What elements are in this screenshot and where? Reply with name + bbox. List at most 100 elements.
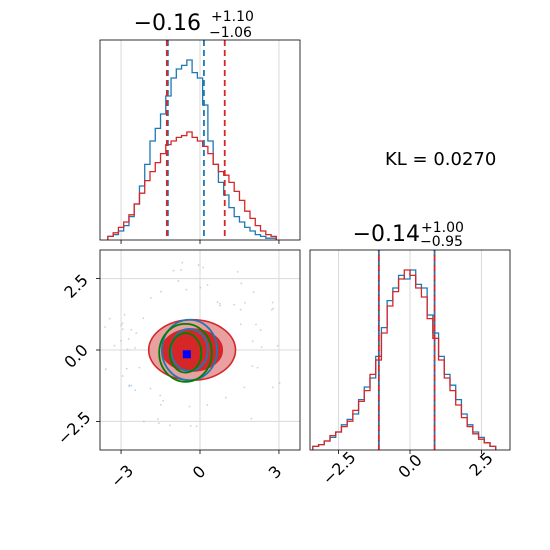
marginal-y-grid <box>338 250 482 450</box>
joint-sample-point-66 <box>149 387 152 390</box>
joint-sample-point-21 <box>272 307 275 310</box>
joint-sample-point-6 <box>159 394 162 397</box>
joint-scatter-points <box>104 261 281 428</box>
joint-contour-blue-1 <box>170 328 209 372</box>
joint-sample-point-55 <box>202 266 205 269</box>
joint-sample-point-60 <box>134 347 136 349</box>
joint-sample-point-9 <box>121 375 124 377</box>
joint-sample-point-28 <box>259 329 262 332</box>
joint-sample-point-27 <box>135 332 138 335</box>
joint-sample-point-12 <box>244 302 246 304</box>
joint-sample-point-19 <box>240 282 243 285</box>
joint-sample-point-15 <box>159 403 162 406</box>
marginal-y-xtick-label-0: −2.5 <box>319 448 360 489</box>
joint-sample-point-35 <box>188 405 191 408</box>
joint-sample-point-31 <box>121 322 124 325</box>
marginal-y-title-minus: −0.95 <box>420 234 463 250</box>
joint-sample-point-37 <box>250 417 253 420</box>
joint-sample-point-18 <box>125 367 128 370</box>
joint-contour-green-0 <box>158 323 213 383</box>
joint-sample-point-1 <box>239 308 242 311</box>
joint-sample-point-44 <box>181 261 184 264</box>
joint-tick-marks <box>96 278 280 454</box>
joint-sample-point-52 <box>251 340 254 343</box>
joint-sample-point-50 <box>252 291 255 294</box>
joint-sample-point-45 <box>260 346 263 349</box>
joint-grid <box>100 250 300 450</box>
joint-sample-point-57 <box>239 323 242 326</box>
marginal-y-quantile-lines <box>377 250 436 450</box>
joint-sample-point-64 <box>206 404 209 406</box>
joint-sample-point-47 <box>271 301 274 304</box>
kl-annotation: KL = 0.0270 <box>385 149 496 170</box>
joint-truth-marker-square <box>182 350 191 359</box>
joint-sample-point-10 <box>216 301 219 304</box>
joint-sample-point-0 <box>113 344 116 347</box>
marginal-x-grid <box>120 40 280 240</box>
joint-sample-point-41 <box>160 290 162 293</box>
joint-contours <box>147 318 237 383</box>
marginal-x-title-median: −0.16 <box>134 11 201 36</box>
joint-sample-point-54 <box>143 420 145 423</box>
joint-sample-point-16 <box>236 270 239 273</box>
joint-sample-point-67 <box>142 317 145 320</box>
marginal-x-histogram-series-0 <box>107 59 277 240</box>
marginal-y-panel: −0.14 +1.00 −0.95 −2.5 0.0 2.5 <box>309 220 511 489</box>
joint-sample-point-23 <box>127 338 130 340</box>
joint-sample-point-59 <box>224 396 227 399</box>
joint-sample-point-62 <box>255 323 257 326</box>
marginal-x-title-minus: −1.06 <box>209 25 252 41</box>
joint-sample-point-58 <box>104 368 107 371</box>
joint-sample-point-5 <box>172 269 175 272</box>
marginal-y-xtick-label-2: 2.5 <box>465 448 496 479</box>
marginal-x-histogram-series-1 <box>107 131 277 240</box>
joint-ytick-label-2: −2.5 <box>54 408 95 449</box>
marginal-y-title-median: −0.14 <box>353 222 420 247</box>
joint-sample-point-4 <box>130 384 133 387</box>
joint-sample-point-34 <box>185 288 188 291</box>
joint-sample-point-30 <box>256 366 259 369</box>
joint-sample-point-22 <box>197 264 200 266</box>
joint-sample-point-49 <box>128 385 130 388</box>
joint-sample-point-53 <box>169 424 171 427</box>
joint-sample-point-17 <box>130 328 133 331</box>
joint-sample-point-69 <box>276 344 279 347</box>
marginal-x-title-plus: +1.10 <box>211 9 254 25</box>
joint-xtick-label-2: 3 <box>265 462 286 483</box>
joint-sample-point-36 <box>180 269 183 271</box>
joint-sample-point-29 <box>157 418 159 420</box>
joint-sample-point-11 <box>278 382 281 384</box>
joint-sample-point-25 <box>195 425 198 428</box>
joint-truth-marker <box>182 350 191 359</box>
joint-ytick-label-0: 2.5 <box>60 270 91 301</box>
marginal-y-histogram-series-1 <box>312 269 497 450</box>
joint-panel: −3 0 3 2.5 0.0 −2.5 <box>54 249 301 491</box>
marginal-x-tick-marks <box>120 240 280 244</box>
joint-sample-point-7 <box>126 348 129 351</box>
joint-sample-point-13 <box>251 365 254 368</box>
joint-contour-blue-0 <box>160 318 219 382</box>
joint-sample-point-39 <box>189 424 192 427</box>
joint-sample-point-65 <box>219 304 222 307</box>
marginal-y-histogram-series-0 <box>312 269 497 450</box>
joint-xtick-label-1: 0 <box>189 462 210 483</box>
joint-sample-point-24 <box>134 389 137 392</box>
joint-sample-point-61 <box>177 280 180 282</box>
marginal-x-title: −0.16 <box>134 11 201 36</box>
joint-sample-point-32 <box>108 317 111 320</box>
joint-sample-point-48 <box>104 326 107 328</box>
joint-sample-point-51 <box>243 386 246 389</box>
marginal-y-xtick-label-1: 0.0 <box>394 450 425 481</box>
joint-sample-point-43 <box>157 422 160 425</box>
joint-sample-point-68 <box>120 339 122 342</box>
joint-sample-point-2 <box>120 324 123 327</box>
joint-sample-point-42 <box>206 284 209 286</box>
marginal-y-tick-marks <box>338 450 482 454</box>
joint-sample-point-33 <box>121 328 124 331</box>
joint-ytick-label-1: 0.0 <box>60 340 91 371</box>
joint-contour-green-1 <box>168 332 203 374</box>
joint-sample-point-56 <box>218 302 221 305</box>
marginal-x-panel: −0.16 +1.10 −1.06 <box>99 9 301 244</box>
